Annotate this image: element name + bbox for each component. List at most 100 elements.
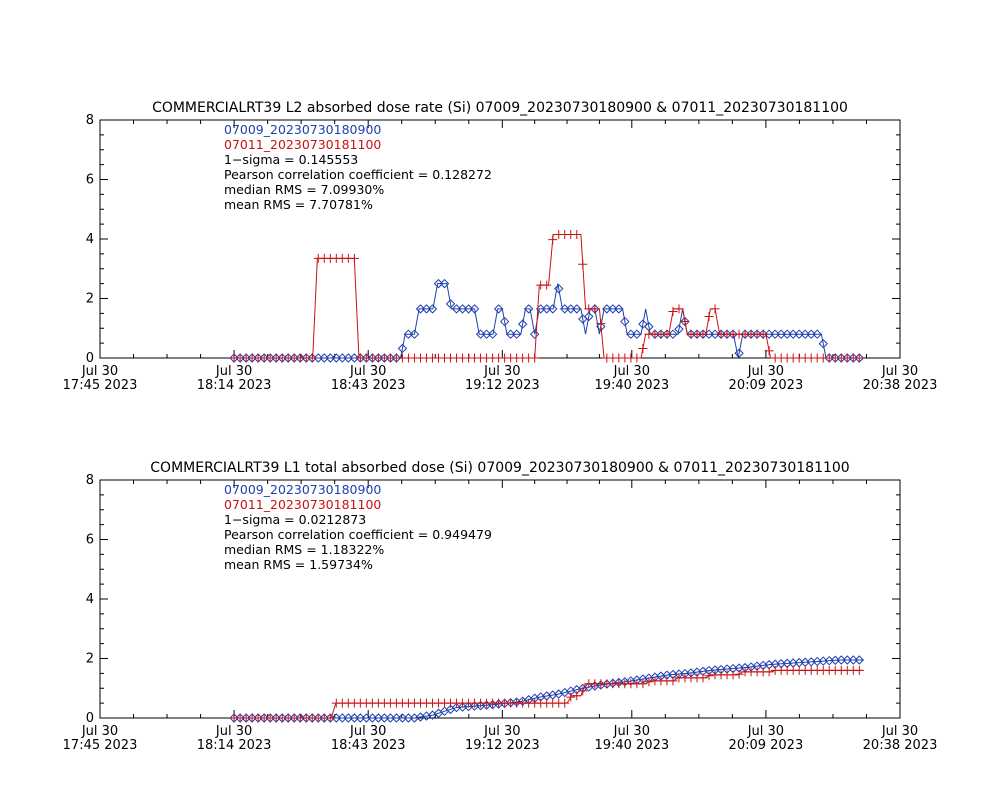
annotation-sigma: 1−sigma = 0.0212873	[224, 512, 366, 527]
series-2-marker	[854, 665, 864, 675]
series-1-marker	[499, 316, 510, 327]
chart-panel-2: COMMERCIALRT39 L1 total absorbed dose (S…	[63, 460, 938, 753]
series-1-marker	[523, 304, 534, 314]
x-tick-label-time: 20:09 2023	[729, 738, 804, 753]
series-2-marker	[662, 329, 672, 339]
series-2-marker	[542, 280, 552, 290]
series-2-marker	[596, 319, 606, 329]
series-2-marker	[349, 253, 359, 263]
x-tick-label-date: Jul 30	[747, 364, 784, 379]
chart-title: COMMERCIALRT39 L2 absorbed dose rate (Si…	[152, 100, 848, 116]
series-1-marker	[397, 343, 408, 354]
series-2-marker	[644, 677, 654, 687]
series-2-marker	[638, 679, 648, 689]
x-tick-label-time: 19:12 2023	[465, 738, 540, 753]
x-tick-label-date: Jul 30	[613, 364, 650, 379]
series-1-marker	[674, 324, 684, 334]
x-tick-label-time: 20:38 2023	[863, 738, 938, 753]
x-tick-label-date: Jul 30	[747, 724, 784, 739]
annotation-median-rms: median RMS = 1.18322%	[224, 542, 384, 557]
x-tick-label-date: Jul 30	[613, 724, 650, 739]
x-tick-label-time: 18:43 2023	[331, 738, 406, 753]
x-tick-label-date: Jul 30	[349, 364, 386, 379]
series-1-marker	[584, 311, 594, 322]
x-tick-label-time: 17:45 2023	[63, 378, 138, 393]
series-1-marker	[668, 329, 678, 339]
series-1-marker	[548, 304, 558, 314]
series-2-marker	[854, 353, 864, 363]
x-tick-label-time: 20:09 2023	[729, 378, 804, 393]
chart-panel-1: COMMERCIALRT39 L2 absorbed dose rate (Si…	[63, 100, 938, 393]
series-1-marker	[487, 329, 498, 339]
series-1-marker	[493, 304, 504, 314]
series-2-marker	[566, 692, 576, 702]
x-tick-label-date: Jul 30	[81, 724, 118, 739]
series-2-marker	[704, 311, 714, 321]
y-tick-label: 8	[86, 113, 94, 128]
series-2-marker	[680, 317, 690, 327]
annotation-mean-rms: mean RMS = 7.70781%	[224, 197, 373, 212]
x-tick-label-time: 18:43 2023	[331, 378, 406, 393]
x-tick-label-date: Jul 30	[483, 364, 520, 379]
series-1-marker	[427, 304, 438, 314]
x-tick-label-time: 18:14 2023	[197, 378, 272, 393]
x-tick-label-date: Jul 30	[483, 724, 520, 739]
plot-frame	[99, 479, 901, 719]
x-tick-label-time: 18:14 2023	[197, 738, 272, 753]
series-2-marker	[764, 667, 774, 677]
x-tick-label-date: Jul 30	[881, 364, 918, 379]
series-1-marker	[445, 299, 456, 309]
series-2-marker	[668, 306, 678, 316]
series-1-marker	[517, 319, 528, 329]
annotation-series2-label: 07011_20230730181100	[224, 137, 381, 152]
x-tick-label-time: 17:45 2023	[63, 738, 138, 753]
series-1-marker	[572, 304, 582, 314]
series-2-marker	[698, 673, 708, 683]
series-1-marker	[734, 348, 744, 358]
y-tick-label: 0	[86, 711, 94, 726]
series-2-marker	[638, 343, 648, 353]
annotation-series2-label: 07011_20230730181100	[224, 497, 381, 512]
series-1-marker	[469, 304, 480, 314]
series-1-marker	[632, 329, 642, 339]
series-1-marker	[511, 329, 522, 339]
series-2-marker	[674, 304, 684, 314]
series-1-marker	[854, 655, 865, 665]
x-tick-label-time: 19:40 2023	[594, 378, 669, 393]
annotation-median-rms: median RMS = 7.09930%	[224, 182, 384, 197]
series-1-marker	[812, 329, 822, 339]
y-tick-label: 6	[86, 173, 94, 188]
annotation-series1-label: 07009_20230730180900	[224, 122, 381, 137]
x-tick-label-time: 19:40 2023	[594, 738, 669, 753]
series-1-marker	[614, 304, 624, 314]
series-2-marker	[307, 353, 317, 363]
y-tick-label: 6	[86, 533, 94, 548]
x-tick-label-date: Jul 30	[881, 724, 918, 739]
series-2-marker	[764, 346, 774, 356]
series-2-marker	[728, 670, 738, 680]
y-tick-label: 4	[86, 232, 94, 247]
y-tick-label: 4	[86, 592, 94, 607]
series-2-marker	[710, 304, 720, 314]
series-2-marker	[734, 669, 744, 679]
series-line-2	[234, 234, 864, 359]
series-1-marker	[529, 329, 540, 339]
y-tick-label: 2	[86, 292, 94, 307]
x-tick-label-date: Jul 30	[81, 364, 118, 379]
series-1-marker	[439, 278, 450, 289]
series-2-marker	[325, 713, 335, 723]
series-2-marker	[590, 304, 600, 314]
y-tick-label: 2	[86, 652, 94, 667]
series-2-marker	[698, 329, 708, 339]
series-2-marker	[560, 698, 570, 708]
series-1-marker	[409, 329, 420, 339]
series-2-marker	[758, 329, 768, 339]
series-2-marker	[668, 676, 678, 686]
series-1-marker	[596, 321, 606, 332]
x-tick-label-time: 19:12 2023	[465, 378, 540, 393]
series-2-marker	[548, 235, 558, 245]
plot-frame	[99, 119, 901, 359]
series-2-marker	[572, 691, 582, 701]
